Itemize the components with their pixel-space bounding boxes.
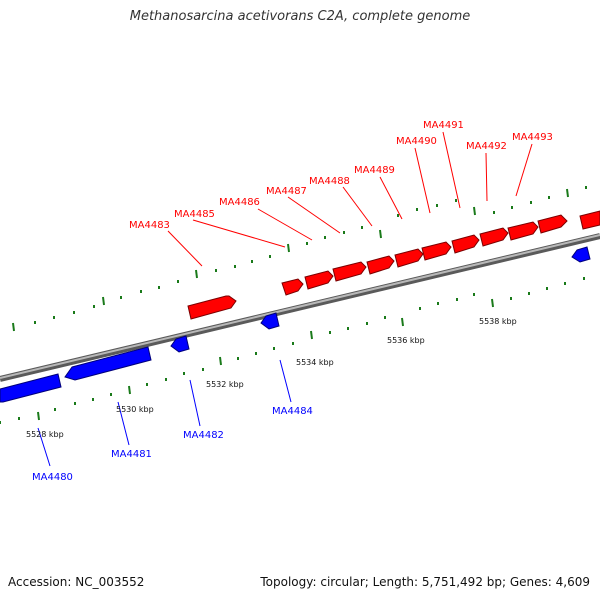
gene-label: MA4489 — [354, 165, 395, 176]
gene-label: MA4481 — [111, 449, 152, 460]
tick-mark — [491, 298, 494, 308]
scale-label: 5528 kbp — [26, 430, 64, 439]
reverse-gene-labels: MA4480 MA4481 MA4482 MA4484 — [32, 406, 313, 483]
gene-next[interactable] — [537, 214, 568, 234]
gene-MA4486[interactable] — [304, 270, 334, 290]
gene-label: MA4491 — [423, 120, 464, 131]
gene-label: MA4486 — [219, 197, 260, 208]
gene-MA4480[interactable] — [0, 373, 62, 403]
tick-mark — [310, 330, 313, 340]
gene-MA4483[interactable] — [187, 295, 237, 320]
gene-label: MA4490 — [396, 136, 437, 147]
tick-mark — [566, 188, 569, 198]
forward-genes — [187, 210, 600, 320]
upper-tick-row — [12, 186, 587, 332]
gene-MA4490[interactable] — [421, 241, 452, 261]
gene-label: MA4485 — [174, 209, 215, 220]
tick-mark — [102, 296, 105, 306]
gene-MA4481[interactable] — [64, 346, 152, 381]
gene-MA4491[interactable] — [451, 234, 480, 254]
tick-mark — [219, 356, 222, 366]
tick-mark — [128, 385, 131, 395]
scale-label: 5536 kbp — [387, 336, 425, 345]
gene-edge[interactable] — [579, 210, 600, 230]
gene-MA4487[interactable] — [332, 261, 367, 282]
scale-label: 5530 kbp — [116, 405, 154, 414]
scale-label: 5538 kbp — [479, 317, 517, 326]
gene-MA4484[interactable] — [260, 312, 280, 330]
scale-label: 5532 kbp — [206, 380, 244, 389]
scale-label: 5534 kbp — [296, 358, 334, 367]
tick-mark — [37, 411, 40, 421]
gene-label: MA4480 — [32, 472, 73, 483]
gene-MA4485[interactable] — [281, 278, 304, 296]
gene-MA4489[interactable] — [394, 248, 424, 268]
gene-label: MA4487 — [266, 186, 307, 197]
gene-label: MA4493 — [512, 132, 553, 143]
tick-mark — [195, 269, 198, 279]
tick-mark — [379, 229, 382, 239]
forward-leaders — [167, 131, 533, 267]
gene-label: MA4484 — [272, 406, 313, 417]
genome-summary: Topology: circular; Length: 5,751,492 bp… — [260, 575, 590, 589]
reverse-leaders — [37, 359, 292, 467]
gene-label: MA4488 — [309, 176, 350, 187]
gene-MA4492[interactable] — [479, 227, 509, 247]
genome-backbone — [0, 233, 600, 382]
gene-label: MA4483 — [129, 220, 170, 231]
tick-mark — [287, 243, 290, 253]
gene-MA4493[interactable] — [507, 221, 539, 241]
accession-label: Accession: NC_003552 — [8, 575, 145, 589]
gene-MA4488[interactable] — [366, 255, 395, 275]
gene-label: MA4482 — [183, 430, 224, 441]
lower-tick-row — [0, 277, 585, 424]
tick-mark — [401, 317, 404, 327]
scale-labels: 5528 kbp 5530 kbp 5532 kbp 5534 kbp 5536… — [26, 317, 517, 439]
gene-label: MA4492 — [466, 141, 507, 152]
tick-mark — [473, 206, 476, 216]
tick-mark — [12, 322, 15, 332]
gene-right-edge[interactable] — [571, 246, 591, 263]
map-title: Methanosarcina acetivorans C2A, complete… — [129, 9, 471, 24]
reverse-genes — [0, 246, 591, 403]
forward-gene-labels: MA4483 MA4485 MA4486 MA4487 MA4488 MA448… — [129, 120, 553, 231]
gene-MA4482[interactable] — [170, 335, 190, 353]
